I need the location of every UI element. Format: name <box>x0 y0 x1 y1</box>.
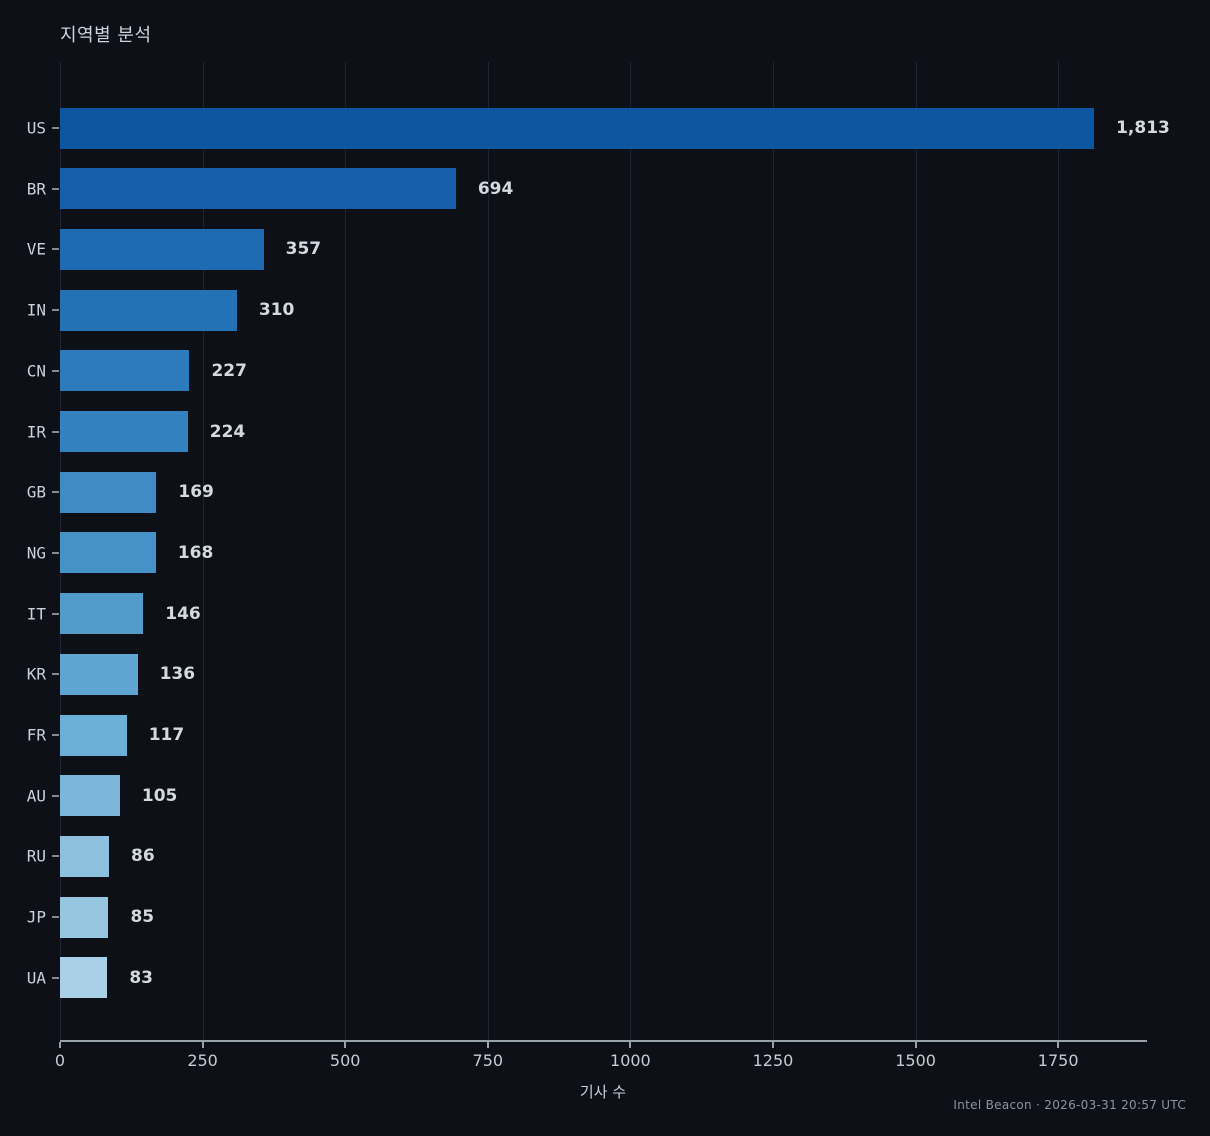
value-label-cn: 227 <box>211 360 247 381</box>
x-tick-1250 <box>771 1042 774 1048</box>
gridline-x-1750 <box>1058 62 1060 1040</box>
x-tick-1750 <box>1057 1042 1060 1048</box>
y-label-ua: UA <box>26 968 46 988</box>
value-label-au: 105 <box>141 785 178 806</box>
y-tick-ir <box>52 430 59 433</box>
y-label-br: BR <box>26 179 46 199</box>
y-tick-ua <box>52 976 59 979</box>
y-label-ng: NG <box>26 543 46 563</box>
value-label-ve: 357 <box>285 239 322 260</box>
y-label-it: IT <box>26 604 46 624</box>
x-tick-500 <box>344 1042 347 1048</box>
bar-it <box>60 593 144 635</box>
y-label-au: AU <box>26 786 46 806</box>
value-label-it: 146 <box>165 603 201 624</box>
y-tick-fr <box>52 734 59 736</box>
value-label-kr: 136 <box>159 664 196 685</box>
x-axis-line <box>60 1040 1147 1042</box>
x-tick-label-500: 500 <box>329 1051 361 1070</box>
gridline-x-1000 <box>630 62 632 1040</box>
y-tick-au <box>52 794 59 797</box>
x-tick-1000 <box>629 1042 632 1048</box>
value-label-ru: 86 <box>131 846 155 867</box>
gridline-x-500 <box>345 62 347 1040</box>
bar-in <box>60 289 237 331</box>
bar-br <box>60 168 456 210</box>
x-tick-0 <box>59 1042 61 1048</box>
y-label-gb: GB <box>26 482 46 502</box>
y-label-kr: KR <box>26 664 46 684</box>
value-label-fr: 117 <box>148 725 185 745</box>
value-label-ua: 83 <box>129 967 153 988</box>
x-tick-label-1250: 1250 <box>752 1051 794 1070</box>
plot-area: 1,813 694 357 310 227 224 169 168 146 136 117 105 86… <box>60 62 1170 1040</box>
x-tick-label-1000: 1000 <box>610 1051 651 1070</box>
bar-kr <box>60 653 138 695</box>
x-tick-750 <box>486 1042 489 1048</box>
footer-attribution: Intel Beacon · 2026-03-31 20:57 UTC <box>953 1098 1186 1112</box>
bar-ng <box>60 532 156 574</box>
y-tick-cn <box>52 369 59 372</box>
y-label-fr: FR <box>26 725 46 745</box>
x-tick-label-750: 750 <box>472 1051 504 1070</box>
bar-fr <box>60 714 127 756</box>
value-label-ng: 168 <box>177 542 214 563</box>
y-label-us: US <box>26 118 46 138</box>
x-tick-250 <box>201 1042 204 1048</box>
y-tick-ng <box>52 551 59 554</box>
y-label-cn: CN <box>26 361 46 381</box>
value-label-gb: 169 <box>178 482 214 503</box>
y-tick-jp <box>52 916 59 919</box>
y-label-ve: VE <box>26 239 46 259</box>
value-label-ir: 224 <box>209 421 246 442</box>
value-label-in: 310 <box>258 300 295 321</box>
value-label-jp: 85 <box>130 907 155 928</box>
bar-cn <box>60 350 190 392</box>
x-tick-label-1750: 1750 <box>1037 1051 1079 1070</box>
y-tick-ve <box>52 248 59 251</box>
bar-au <box>60 775 120 817</box>
bar-gb <box>60 471 157 513</box>
chart-title: 지역별 분석 <box>60 25 152 46</box>
y-label-ir: IR <box>26 422 46 441</box>
bar-ru <box>60 835 110 877</box>
y-tick-it <box>52 612 59 615</box>
gridline-x-750 <box>487 62 489 1040</box>
y-label-in: IN <box>26 300 46 320</box>
x-tick-label-1500: 1500 <box>895 1051 936 1070</box>
x-axis-title: 기사 수 <box>579 1083 627 1101</box>
gridline-x-1250 <box>772 62 774 1040</box>
x-tick-1500 <box>914 1042 917 1048</box>
y-tick-kr <box>52 673 59 676</box>
y-tick-us <box>52 127 59 129</box>
y-tick-in <box>52 309 59 312</box>
bar-ua <box>60 957 108 999</box>
y-label-ru: RU <box>26 846 46 866</box>
x-tick-label-0: 0 <box>54 1051 66 1070</box>
bar-ir <box>60 411 188 452</box>
y-label-jp: JP <box>26 907 46 927</box>
gridline-x-250 <box>202 62 204 1040</box>
y-tick-ru <box>52 855 59 858</box>
gridline-x-1500 <box>915 62 917 1040</box>
value-label-br: 694 <box>477 178 514 199</box>
bar-jp <box>60 896 109 938</box>
value-label-us: 1,813 <box>1116 118 1170 138</box>
bar-us <box>60 107 1095 149</box>
y-tick-gb <box>52 491 59 494</box>
x-tick-label-250: 250 <box>187 1051 218 1070</box>
bar-ve <box>60 228 264 270</box>
y-tick-br <box>52 187 59 190</box>
